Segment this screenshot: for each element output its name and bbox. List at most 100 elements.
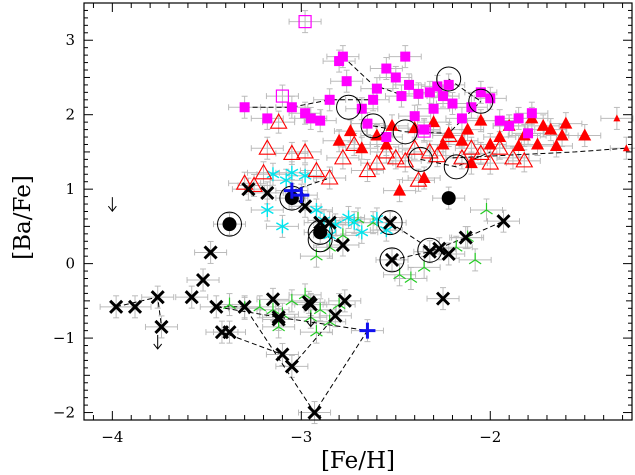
- filled-square-mark: [381, 132, 392, 143]
- filled-triangle-mark: [417, 170, 431, 183]
- cross-stroke: [298, 199, 313, 214]
- tri-stroke: [399, 274, 406, 280]
- open-circle-mark: [217, 211, 243, 237]
- x-tick-label: −3: [290, 428, 312, 446]
- filled-square-mark: [315, 115, 326, 126]
- filled-square-mark: [447, 98, 458, 109]
- cross-stroke: [209, 299, 224, 314]
- filled-square-mark: [494, 115, 505, 126]
- open-triangle-mark: [471, 144, 490, 160]
- cross-stroke: [271, 310, 286, 325]
- open-triangle-mark: [377, 142, 396, 159]
- filled-square-mark: [485, 93, 496, 104]
- filled-square-mark: [466, 102, 477, 113]
- filled-square-mark: [337, 51, 348, 62]
- open-square-mark: [298, 15, 312, 29]
- filled-triangle-mark: [536, 118, 550, 131]
- cross-stroke: [275, 347, 290, 362]
- cross-mark: [241, 182, 256, 197]
- open-triangle-mark: [254, 163, 273, 180]
- filled-triangle-mark: [555, 128, 569, 141]
- cross-stroke: [435, 291, 451, 306]
- asterisk-stroke: [298, 171, 312, 180]
- filled-triangle-mark: [427, 115, 441, 128]
- cross-mark: [435, 291, 451, 306]
- cross-stroke: [127, 299, 143, 314]
- dashed-link: [448, 78, 482, 102]
- cross-mark: [195, 272, 211, 288]
- cross-stroke: [383, 215, 398, 230]
- cross-stroke: [328, 308, 343, 323]
- tri-mark: [310, 325, 323, 337]
- open-circle-mark: [407, 146, 433, 172]
- tri-mark: [310, 249, 323, 261]
- cross-stroke: [441, 246, 456, 262]
- tri-stroke: [310, 316, 318, 322]
- y-tick-label: 3: [65, 31, 75, 49]
- open-circle-mark: [443, 154, 469, 180]
- asterisk-mark: [298, 168, 312, 183]
- cross-stroke: [335, 237, 350, 253]
- filled-square-mark: [523, 128, 534, 139]
- asterisk-stroke: [355, 228, 369, 237]
- cross-mark: [337, 293, 352, 308]
- y-tick-label: 1: [65, 180, 75, 198]
- y-tick-label: 2: [65, 106, 75, 124]
- cross-mark: [496, 214, 511, 229]
- tri-stroke: [480, 209, 487, 215]
- open-square-mark: [275, 89, 290, 103]
- small-triangle-mark: [622, 144, 630, 152]
- filled-triangle-mark: [461, 122, 475, 135]
- cross-mark: [383, 215, 398, 230]
- tri-stroke: [319, 309, 327, 315]
- tri-stroke: [404, 278, 412, 284]
- open-triangle-mark: [490, 139, 509, 155]
- small-triangle-mark: [613, 114, 621, 122]
- filled-square-mark: [286, 102, 297, 113]
- open-triangle-mark: [367, 153, 386, 170]
- cross-mark: [458, 230, 473, 245]
- filled-circle-mark: [313, 225, 328, 240]
- cross-stroke: [422, 244, 437, 259]
- cross-mark: [237, 299, 252, 314]
- filled-triangle-mark: [355, 141, 369, 154]
- data-marks: [107, 15, 630, 420]
- filled-square-mark: [371, 83, 382, 94]
- cross-mark: [127, 299, 143, 314]
- tri-stroke: [304, 316, 312, 322]
- cross-stroke: [322, 215, 337, 230]
- filled-square-mark: [324, 94, 335, 105]
- filled-triangle-mark: [544, 122, 558, 135]
- asterisk-mark: [370, 211, 384, 226]
- filled-square-mark: [513, 113, 524, 124]
- y-tick-labels: −2 −1 0 1 2 3: [53, 31, 75, 421]
- open-triangle-mark: [420, 142, 439, 159]
- filled-square-mark: [438, 91, 449, 102]
- cross-mark: [284, 359, 299, 374]
- filled-triangle-mark: [474, 113, 488, 126]
- x-axis-label: [Fe/H]: [321, 448, 395, 474]
- open-triangle-mark: [235, 174, 254, 190]
- open-circle-mark: [468, 88, 494, 114]
- cross-mark: [328, 308, 343, 323]
- cross-mark: [422, 244, 437, 259]
- asterisk-stroke: [310, 205, 323, 215]
- x-tick-label: −2: [479, 428, 501, 446]
- asterisk-stroke: [347, 218, 361, 227]
- filled-square-mark: [526, 108, 537, 119]
- asterisk-stroke: [276, 222, 289, 231]
- tri-stroke: [455, 246, 463, 252]
- y-tick-label: −1: [53, 329, 75, 347]
- x-tick-label: −4: [101, 428, 123, 446]
- asterisk-stroke: [260, 205, 274, 215]
- asterisk-stroke: [342, 213, 355, 222]
- asterisk-mark: [310, 203, 323, 218]
- cross-mark: [432, 241, 447, 256]
- filled-square-mark: [413, 88, 424, 99]
- open-triangle-mark: [428, 146, 447, 163]
- open-triangle-mark: [333, 148, 352, 165]
- arrow-head: [306, 321, 316, 328]
- filled-triangle-mark: [436, 137, 450, 150]
- cross-mark: [271, 310, 286, 325]
- cross-mark: [441, 246, 456, 262]
